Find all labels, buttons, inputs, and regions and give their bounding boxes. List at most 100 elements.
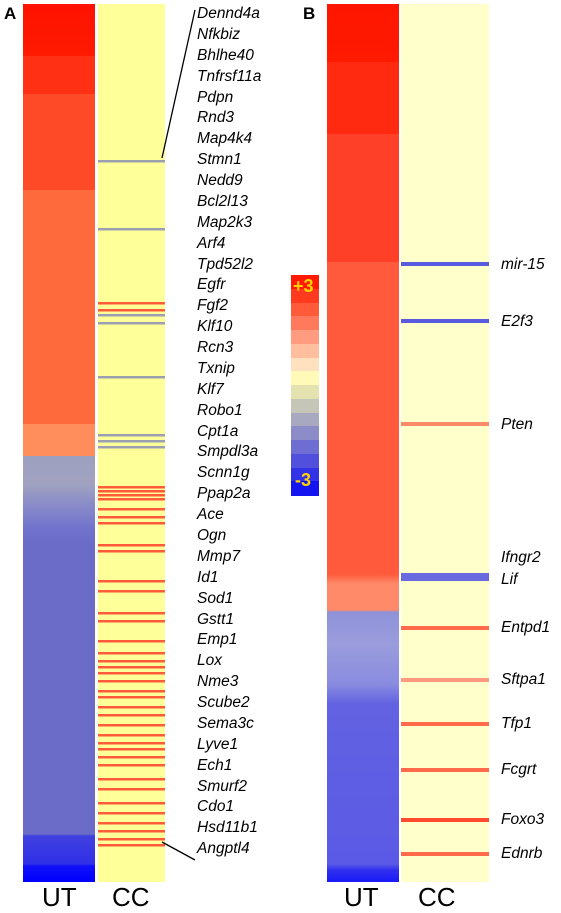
gene-label-a: Bhlhe40 (197, 46, 254, 64)
legend-swatch (291, 302, 319, 317)
legend-swatch (291, 440, 319, 455)
cc-a-gene-mark (98, 734, 165, 737)
legend-swatch (291, 288, 319, 303)
connector-line-bottom (161, 841, 196, 861)
gene-label-a: Id1 (197, 568, 219, 586)
cc-a-gene-mark (98, 508, 165, 511)
gene-label-a: Ogn (197, 527, 227, 544)
gene-label-a: Robo1 (197, 401, 243, 419)
gene-label-a: Map4k4 (197, 130, 253, 148)
cc-a-gene-mark (98, 160, 165, 163)
gene-label-b: mir-15 (501, 256, 545, 273)
gene-label-a: Ech1 (197, 756, 233, 774)
gene-label-a: Rcn3 (197, 339, 234, 357)
cc-a-gene-mark (98, 714, 165, 717)
gene-label-b: E2f3 (501, 313, 533, 330)
gene-label-b: Ifngr2 (501, 549, 541, 566)
panel-a-ut-label: UT (42, 882, 77, 912)
cc-a-gene-mark (98, 640, 165, 643)
panel-b-ut-column (327, 4, 399, 882)
cc-a-gene-mark (98, 764, 165, 767)
cc-a-gene-mark (98, 516, 165, 519)
gene-label-a: Dennd4a (197, 5, 260, 22)
gene-label-a: Fgf2 (197, 297, 229, 315)
cc-a-gene-mark (98, 490, 165, 493)
gene-label-a: Hsd11b1 (197, 819, 258, 837)
legend-swatch (291, 357, 319, 372)
gene-label-b: Fcgrt (501, 761, 537, 778)
cc-a-gene-mark (98, 666, 165, 669)
cc-b-lines (401, 262, 489, 856)
cc-a-gene-mark (98, 756, 165, 759)
gene-label-a: Klf7 (197, 380, 224, 398)
cc-a-gene-mark (98, 302, 165, 305)
cc-b-gene-mark (401, 573, 489, 577)
legend-swatch (291, 330, 319, 345)
cc-a-gene-mark (98, 838, 165, 841)
gene-label-a: Txnip (197, 359, 235, 377)
legend-swatch (291, 481, 319, 496)
cc-b-gene-mark (401, 577, 489, 581)
gene-label-b: Lif (501, 571, 518, 588)
cc-a-gene-mark (98, 724, 165, 727)
gene-label-a: Arf4 (197, 234, 226, 252)
legend-swatch (291, 316, 319, 331)
gene-label-a: Gstt1 (197, 610, 235, 628)
gene-label-a: Map2k3 (197, 213, 253, 231)
cc-a-gene-mark (98, 486, 165, 489)
panel-a-cc-label: CC (112, 882, 150, 912)
cc-a-gene-mark (98, 440, 165, 443)
panel-a-ut-column (23, 4, 95, 882)
connector-line-top (161, 9, 196, 159)
gene-label-a: Cdo1 (197, 798, 235, 816)
gene-label-a: Stmn1 (197, 151, 242, 169)
cc-a-gene-mark (98, 322, 165, 325)
cc-a-gene-mark (98, 446, 165, 449)
cc-a-gene-mark (98, 434, 165, 437)
gene-label-a: Angptl4 (197, 840, 250, 858)
cc-a-gene-mark (98, 652, 165, 655)
gene-label-b: Tfp1 (501, 715, 533, 732)
cc-a-gene-mark (98, 590, 165, 593)
cc-a-gene-mark (98, 778, 165, 781)
gene-label-a: Tnfrsf11a (197, 67, 262, 85)
gene-label-a: Ppap2a (197, 485, 251, 503)
panel-a-letter: A (4, 4, 17, 23)
legend-color-stack (291, 275, 319, 496)
gene-label-a: Egfr (197, 276, 226, 294)
cc-a-gene-mark (98, 494, 165, 497)
cc-a-gene-mark (98, 612, 165, 615)
gene-label-a: Cpt1a (197, 422, 239, 440)
gene-label-a: Scube2 (197, 694, 250, 712)
panel-b-cc-label: CC (418, 882, 456, 912)
cc-a-gene-mark (98, 844, 165, 847)
cc-a-gene-mark (98, 830, 165, 833)
gene-label-a: Emp1 (197, 631, 238, 649)
cc-a-gene-mark (98, 580, 165, 583)
gene-label-b: Ednrb (501, 845, 543, 862)
legend-swatch (291, 371, 319, 386)
cc-a-gene-mark (98, 544, 165, 547)
gene-label-a: Mmp7 (197, 547, 241, 565)
cc-a-gene-mark (98, 822, 165, 825)
gene-label-a: Smurf2 (197, 777, 247, 795)
cc-a-gene-mark (98, 314, 165, 317)
panel-a-connector-lines (161, 9, 196, 861)
cc-a-gene-mark (98, 550, 165, 553)
gene-label-a: Tpd52l2 (197, 255, 254, 273)
cc-a-gene-mark (98, 788, 165, 791)
gene-label-b: Entpd1 (501, 619, 551, 636)
cc-a-gene-mark (98, 376, 165, 379)
gene-label-a: Klf10 (197, 318, 233, 336)
cc-a-gene-mark (98, 706, 165, 709)
cc-a-gene-mark (98, 742, 165, 745)
gene-label-a: Lox (197, 652, 222, 670)
gene-label-a: Nedd9 (197, 172, 243, 190)
legend-swatch (291, 426, 319, 441)
cc-a-gene-mark (98, 228, 165, 231)
legend-swatch (291, 412, 319, 427)
legend-swatch (291, 343, 319, 358)
cc-a-gene-mark (98, 802, 165, 805)
cc-b-gene-mark (401, 422, 489, 426)
cc-a-gene-mark (98, 748, 165, 751)
